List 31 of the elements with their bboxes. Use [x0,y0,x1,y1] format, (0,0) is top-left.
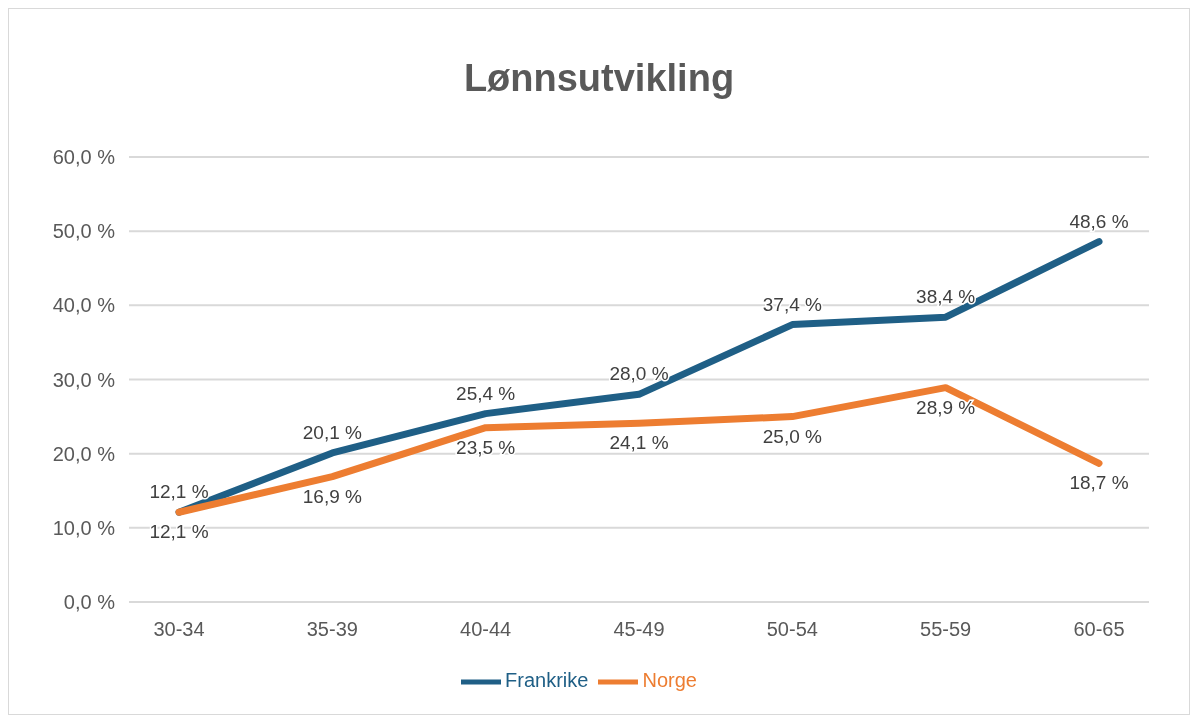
data-label: 20,1 % [302,421,363,443]
data-label: 25,4 % [456,382,516,404]
data-label: 48,6 % [1069,210,1129,232]
y-tick-label: 20,0 % [52,442,116,465]
x-tick-label: 60-65 [1073,618,1125,641]
x-tick-label: 35-39 [306,618,358,641]
x-tick-label: 40-44 [460,618,512,641]
chart-title: Lønnsutvikling [462,56,736,101]
y-tick-label: 10,0 % [52,516,116,539]
data-label: 38,4 % [916,286,976,308]
x-tick-label: 55-59 [920,618,972,641]
data-label: 12,1 % [149,521,209,543]
data-label: 25,0 % [762,425,823,447]
x-tick-label: 30-34 [153,618,205,641]
y-tick-label: 60,0 % [52,146,116,169]
data-label: 37,4 % [762,293,823,315]
x-tick-label: 45-49 [613,618,665,641]
data-label: 24,1 % [609,432,669,454]
y-tick-label: 0,0 % [63,591,116,614]
y-tick-label: 50,0 % [52,220,116,243]
data-label: 23,5 % [456,436,516,458]
y-tick-label: 30,0 % [52,368,116,391]
data-label: 28,9 % [916,396,976,418]
y-tick-label: 40,0 % [52,294,116,317]
data-label: 16,9 % [302,485,363,507]
data-label: 12,1 % [149,481,209,503]
legend-label: Norge [642,669,697,692]
legend-label: Frankrike [505,669,589,692]
data-label: 28,0 % [609,363,669,385]
data-label: 18,7 % [1069,472,1129,494]
x-tick-label: 50-54 [766,618,818,641]
